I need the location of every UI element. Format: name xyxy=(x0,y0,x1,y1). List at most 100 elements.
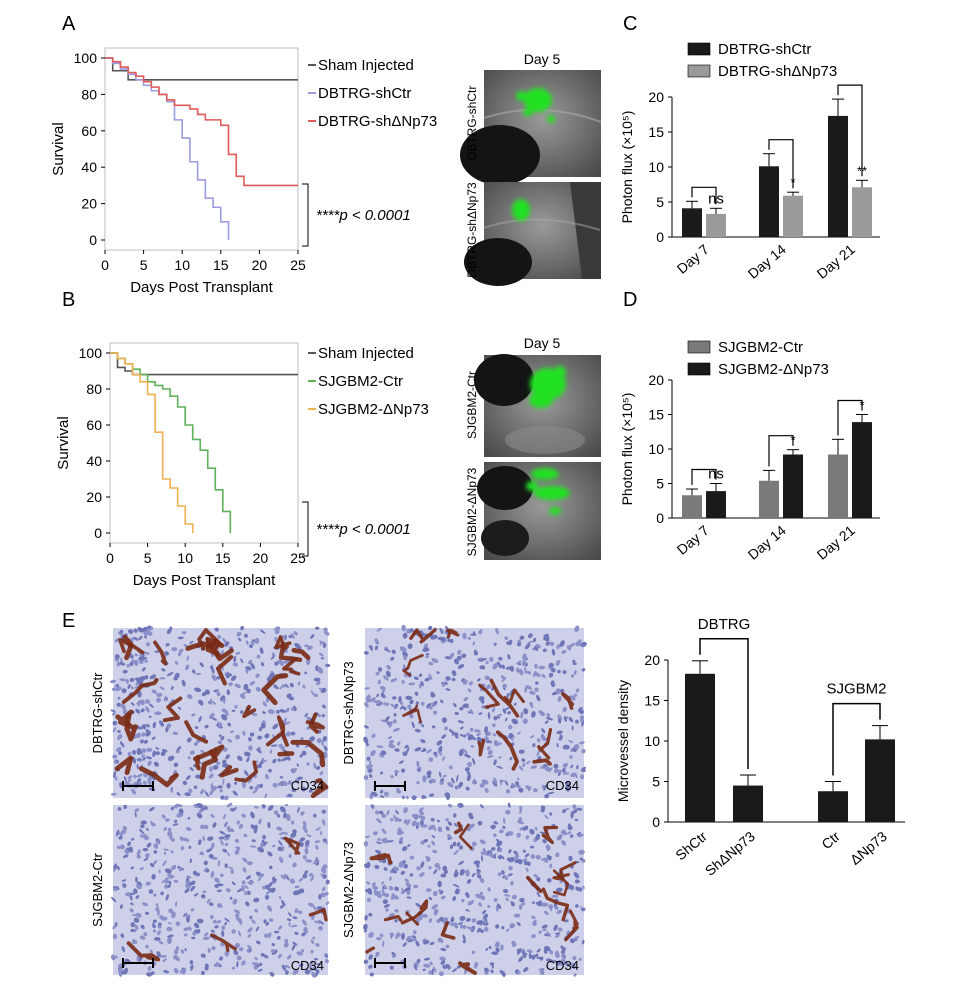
nucleus xyxy=(531,711,536,718)
nucleus xyxy=(503,888,509,894)
x-tick-label-4: 20 xyxy=(252,257,268,273)
nucleus xyxy=(296,763,300,767)
nucleus xyxy=(501,970,506,977)
vessel xyxy=(552,861,577,882)
nucleus xyxy=(322,840,329,844)
nucleus xyxy=(233,655,237,663)
nucleus xyxy=(522,858,528,862)
nucleus xyxy=(279,709,287,713)
nucleus xyxy=(561,958,566,964)
nucleus xyxy=(522,951,527,959)
y-tick-label-0: 0 xyxy=(89,232,97,248)
nucleus xyxy=(392,727,400,732)
nucleus xyxy=(453,702,457,708)
nucleus xyxy=(186,737,192,743)
nucleus xyxy=(513,913,521,918)
nucleus xyxy=(222,778,225,786)
nucleus xyxy=(224,921,228,926)
nucleus xyxy=(510,901,516,906)
nucleus xyxy=(575,719,579,724)
nucleus xyxy=(292,862,297,868)
vessel xyxy=(290,739,326,768)
vessel xyxy=(277,751,295,757)
nucleus xyxy=(466,774,471,782)
nucleus xyxy=(145,706,150,713)
y-tick-label-4: 20 xyxy=(648,372,664,388)
nucleus xyxy=(436,671,440,675)
nucleus xyxy=(212,764,219,770)
nucleus xyxy=(561,650,567,654)
y-tick-label-4: 80 xyxy=(86,381,102,397)
nucleus xyxy=(546,713,551,718)
nucleus xyxy=(164,651,170,656)
nucleus xyxy=(305,859,313,863)
nucleus xyxy=(291,731,296,736)
nucleus xyxy=(247,933,252,938)
nucleus xyxy=(553,763,559,769)
nucleus xyxy=(290,633,295,639)
y-tick-label-1: 5 xyxy=(656,476,664,492)
nucleus xyxy=(132,756,137,764)
nucleus xyxy=(553,959,559,964)
nucleus xyxy=(421,724,425,728)
nucleus xyxy=(544,793,550,799)
nucleus xyxy=(229,828,235,833)
nucleus xyxy=(216,691,221,697)
nucleus xyxy=(303,927,308,934)
nucleus xyxy=(413,676,419,681)
nucleus xyxy=(502,683,508,688)
nucleus xyxy=(255,926,260,932)
nucleus xyxy=(546,958,554,963)
nucleus xyxy=(221,925,226,930)
nucleus xyxy=(277,846,283,852)
nucleus xyxy=(391,951,396,955)
nucleus xyxy=(131,750,137,755)
nucleus xyxy=(526,861,531,866)
nucleus xyxy=(576,832,581,836)
nucleus xyxy=(322,735,328,742)
nucleus xyxy=(569,834,574,838)
nucleus xyxy=(143,772,146,778)
nucleus xyxy=(283,942,289,948)
nucleus xyxy=(174,955,180,962)
vessel xyxy=(121,677,159,704)
bar-1-0 xyxy=(706,491,726,518)
nucleus xyxy=(447,821,453,826)
nucleus xyxy=(304,870,309,875)
nucleus xyxy=(200,894,206,899)
nucleus xyxy=(440,895,446,900)
histology-image-dbtrg-shdnp73 xyxy=(363,624,587,801)
nucleus xyxy=(523,667,527,672)
nucleus xyxy=(438,746,443,752)
nucleus xyxy=(249,680,256,686)
nucleus xyxy=(382,899,388,905)
nucleus xyxy=(235,734,240,740)
nucleus xyxy=(567,831,572,835)
nucleus xyxy=(189,750,195,755)
nucleus xyxy=(312,936,316,940)
nucleus xyxy=(516,660,522,665)
nucleus xyxy=(403,863,409,869)
nucleus xyxy=(318,687,323,691)
nucleus xyxy=(431,658,439,664)
nucleus xyxy=(202,936,210,941)
nucleus xyxy=(242,857,248,863)
nucleus xyxy=(496,713,503,717)
nucleus xyxy=(161,814,166,819)
nucleus xyxy=(461,748,468,754)
nucleus xyxy=(170,786,174,793)
nucleus xyxy=(239,693,246,699)
nucleus xyxy=(415,701,419,706)
nucleus xyxy=(440,960,446,965)
nucleus xyxy=(190,908,195,912)
nucleus xyxy=(457,922,463,925)
nucleus xyxy=(387,736,393,740)
nucleus xyxy=(292,829,297,834)
nucleus xyxy=(422,968,426,971)
nucleus xyxy=(218,836,225,840)
nucleus xyxy=(488,945,492,950)
nucleus xyxy=(518,904,523,910)
nucleus xyxy=(305,840,310,846)
nucleus xyxy=(166,926,173,932)
